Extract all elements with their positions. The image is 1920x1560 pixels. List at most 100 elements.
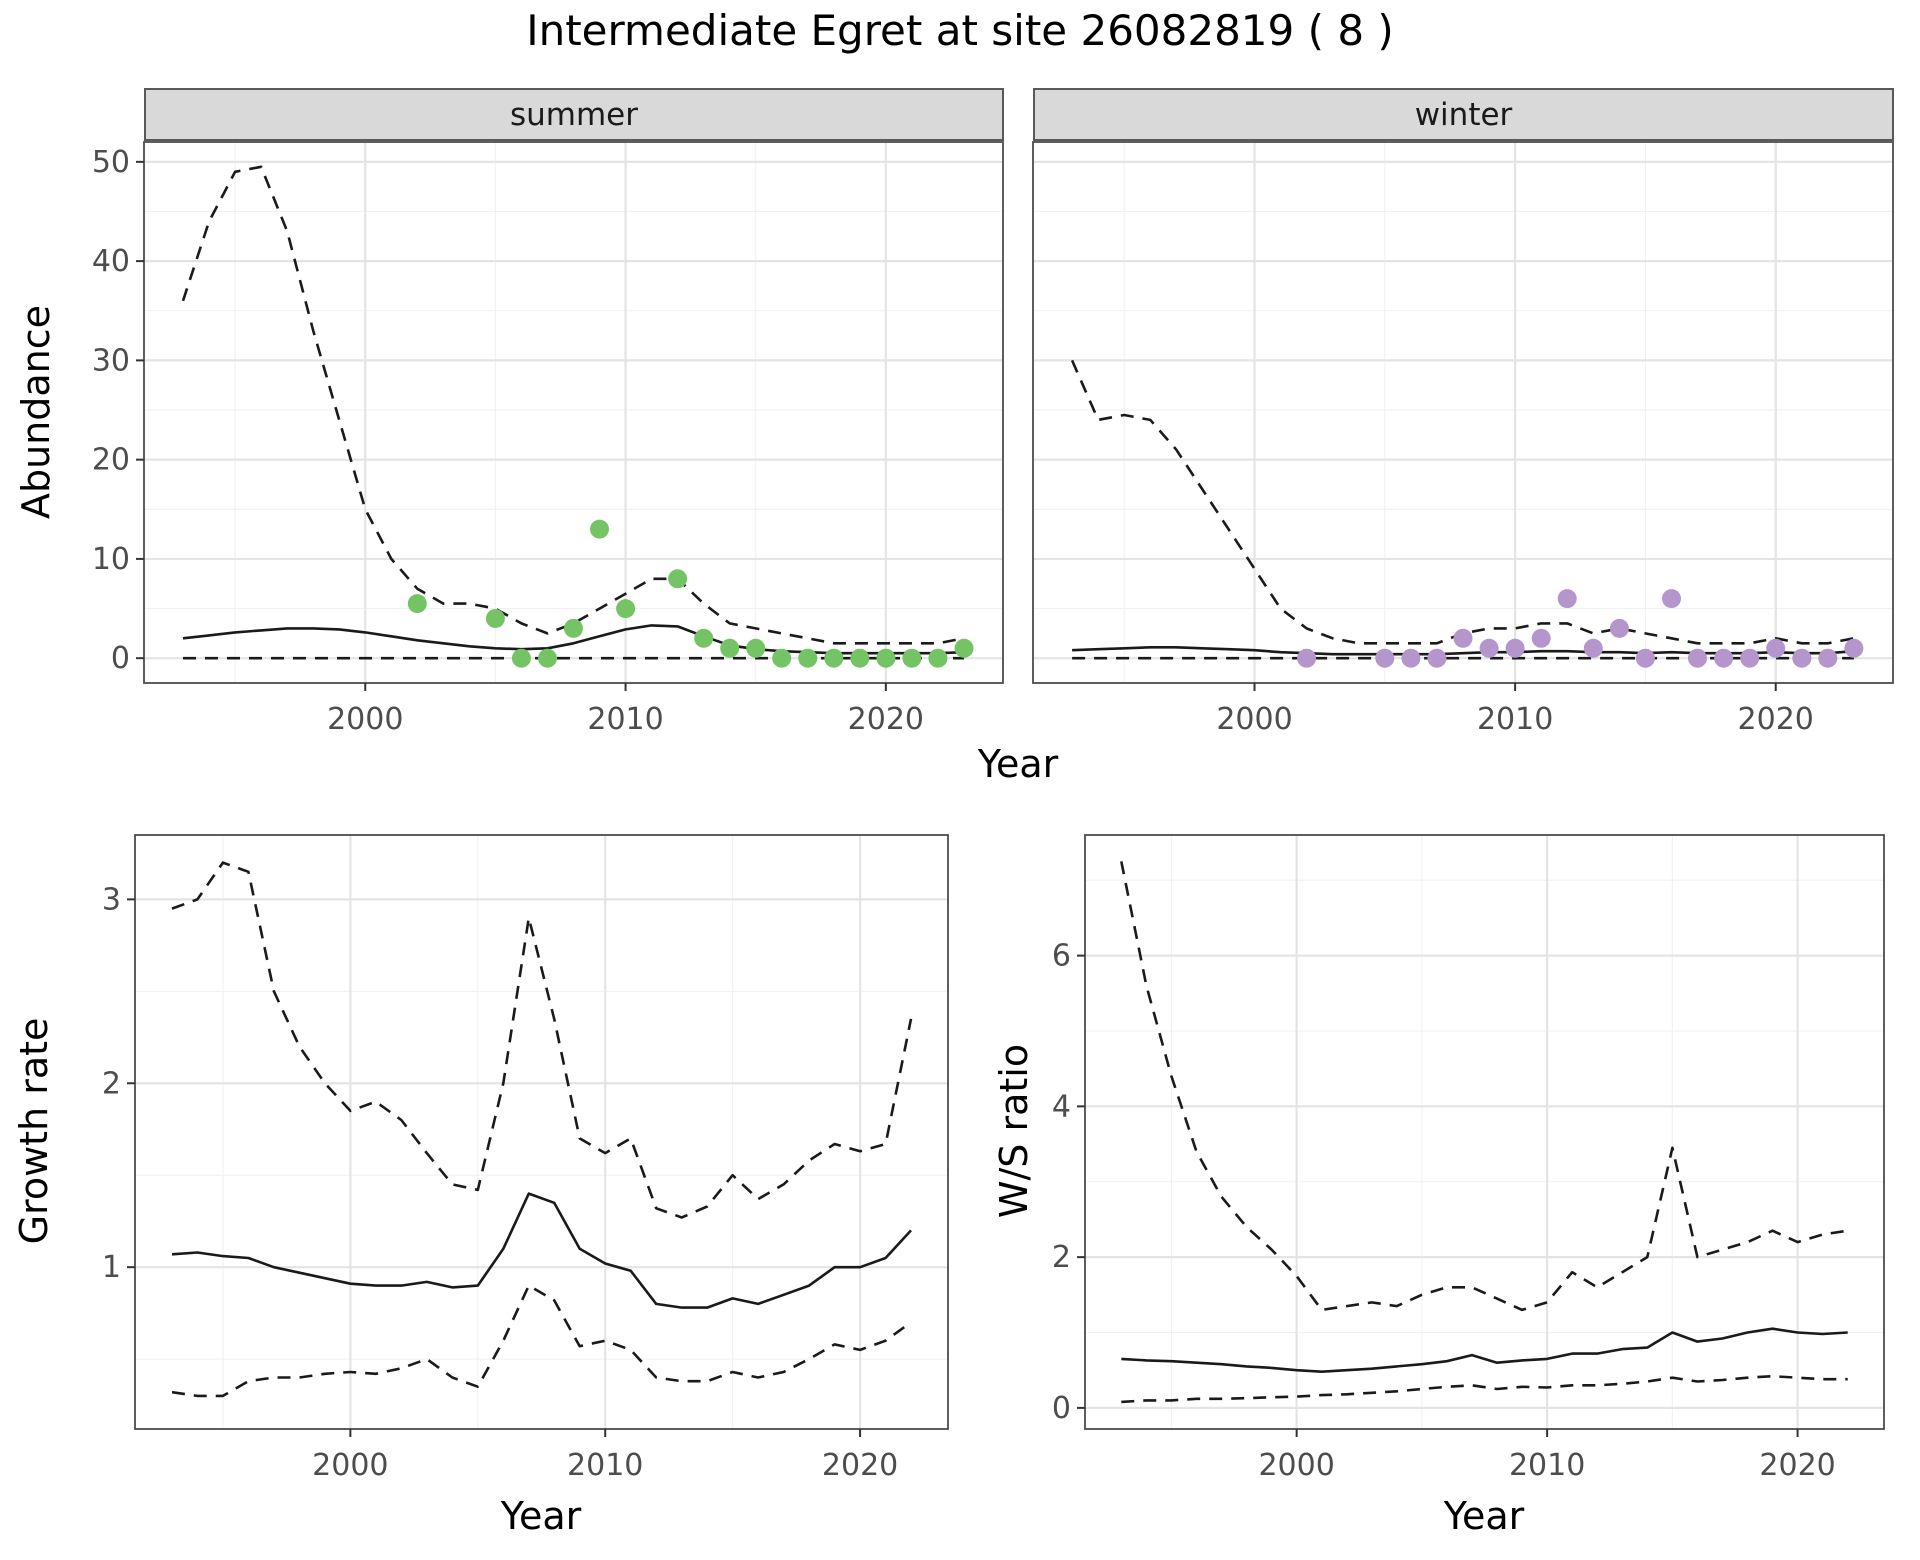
data-point xyxy=(511,648,531,668)
data-point xyxy=(1609,618,1629,638)
data-point xyxy=(876,648,896,668)
facet-strip-summer: summer xyxy=(144,88,1004,141)
series-estimate xyxy=(171,1192,912,1309)
gridlines xyxy=(144,142,1003,683)
axis-ticks: 2000 2010 2020 0 10 20 30 40 50 xyxy=(92,145,924,737)
y-tick-label: 10 xyxy=(92,542,130,577)
data-point xyxy=(1688,648,1707,668)
axis-ticks: 2000 2010 2020 1 2 3 xyxy=(102,882,898,1483)
data-point xyxy=(1662,589,1681,609)
data-point xyxy=(1635,648,1655,668)
panel-border xyxy=(134,834,949,1430)
data-point xyxy=(564,618,583,638)
x-tick-label: 2020 xyxy=(848,702,924,737)
panel-ws-ratio: 2000 2010 2020 0 2 4 6 xyxy=(1015,834,1920,1499)
year-axis-title-top: Year xyxy=(977,742,1059,786)
x-tick-label: 2010 xyxy=(1509,1448,1585,1483)
series-lower-ci xyxy=(171,1284,912,1398)
data-point xyxy=(1583,638,1603,658)
panel-abundance-summer: 2000 2010 2020 0 10 20 30 40 50 xyxy=(0,141,1012,746)
x-tick-label: 2000 xyxy=(1258,1448,1334,1483)
data-point xyxy=(616,599,636,619)
data-point xyxy=(824,648,844,668)
data-point xyxy=(798,648,818,668)
year-axis-title-ratio: Year xyxy=(1443,1494,1525,1538)
series-upper-ci xyxy=(181,165,965,645)
x-tick-label: 2000 xyxy=(327,702,403,737)
y-tick-label: 30 xyxy=(92,343,130,378)
series xyxy=(171,861,913,1398)
data-point xyxy=(485,609,505,628)
x-tick-label: 2020 xyxy=(1738,702,1814,737)
data-point xyxy=(1792,648,1812,668)
panel-abundance-winter: 2000 2010 2020 xyxy=(1013,141,1920,746)
y-tick-label: 40 xyxy=(92,244,130,279)
series-lower-ci xyxy=(1121,1374,1848,1404)
data-point xyxy=(1401,648,1421,668)
series xyxy=(181,165,965,660)
data-point xyxy=(1505,638,1525,658)
data-point xyxy=(1714,648,1734,668)
y-tick-label: 1 xyxy=(102,1250,121,1285)
data-point xyxy=(1479,638,1499,658)
y-tick-label: 20 xyxy=(92,443,130,478)
gridlines xyxy=(1085,835,1884,1429)
data-point xyxy=(1297,648,1317,668)
abundance-summer-chart: 2000 2010 2020 0 10 20 30 40 50 xyxy=(92,141,1004,737)
data-point xyxy=(720,638,740,658)
data-point xyxy=(590,519,609,539)
data-point xyxy=(1453,628,1473,648)
data-point xyxy=(1844,638,1864,658)
facet-strip-winter-label: winter xyxy=(1414,96,1513,133)
y-tick-label: 0 xyxy=(1052,1391,1071,1426)
ws-ratio-chart: 2000 2010 2020 0 2 4 6 xyxy=(1052,834,1885,1483)
data-point xyxy=(746,638,766,658)
x-tick-label: 2020 xyxy=(822,1448,898,1483)
facet-strip-summer-label: summer xyxy=(509,96,638,133)
series xyxy=(1120,861,1848,1404)
year-axis-title-growth: Year xyxy=(500,1494,582,1538)
x-tick-label: 2020 xyxy=(1759,1448,1835,1483)
gridlines xyxy=(1033,142,1893,683)
data-point xyxy=(1531,628,1551,648)
panel-growth-rate: 2000 2010 2020 1 2 3 xyxy=(0,834,1012,1499)
series-upper-ci xyxy=(1070,359,1855,645)
data-point xyxy=(668,569,688,589)
axis-ticks: 2000 2010 2020 0 2 4 6 xyxy=(1052,939,1836,1483)
data-point xyxy=(902,648,922,668)
panel-border xyxy=(1032,141,1894,684)
series-estimate xyxy=(1072,646,1854,656)
axis-ticks: 2000 2010 2020 xyxy=(1216,683,1814,737)
data-point xyxy=(538,648,557,668)
x-tick-label: 2010 xyxy=(567,1448,643,1483)
facet-strip-winter: winter xyxy=(1033,88,1894,141)
series-upper-ci xyxy=(1120,861,1848,1312)
data-point xyxy=(1818,648,1838,668)
panel-border xyxy=(1084,834,1885,1430)
data-point xyxy=(850,648,870,668)
x-tick-label: 2010 xyxy=(1477,702,1553,737)
abundance-winter-chart: 2000 2010 2020 xyxy=(1032,141,1894,737)
observed-points xyxy=(1297,589,1864,668)
y-tick-label: 2 xyxy=(102,1066,121,1101)
data-point xyxy=(1427,648,1447,668)
x-tick-label: 2010 xyxy=(587,702,663,737)
y-tick-label: 50 xyxy=(92,145,130,180)
data-point xyxy=(407,594,427,614)
y-tick-label: 2 xyxy=(1052,1240,1071,1275)
y-tick-label: 4 xyxy=(1052,1089,1071,1124)
y-tick-label: 0 xyxy=(111,641,130,676)
data-point xyxy=(954,638,974,658)
chart-title: Intermediate Egret at site 26082819 ( 8 … xyxy=(526,6,1394,55)
data-point xyxy=(1375,648,1395,668)
gridlines xyxy=(135,835,948,1429)
data-point xyxy=(1766,638,1786,658)
data-point xyxy=(694,628,714,648)
series-upper-ci xyxy=(171,861,913,1219)
data-point xyxy=(1557,589,1577,609)
observed-points xyxy=(407,519,974,668)
panel-border xyxy=(143,141,1004,684)
growth-rate-chart: 2000 2010 2020 1 2 3 xyxy=(102,834,949,1483)
data-point xyxy=(928,648,948,668)
